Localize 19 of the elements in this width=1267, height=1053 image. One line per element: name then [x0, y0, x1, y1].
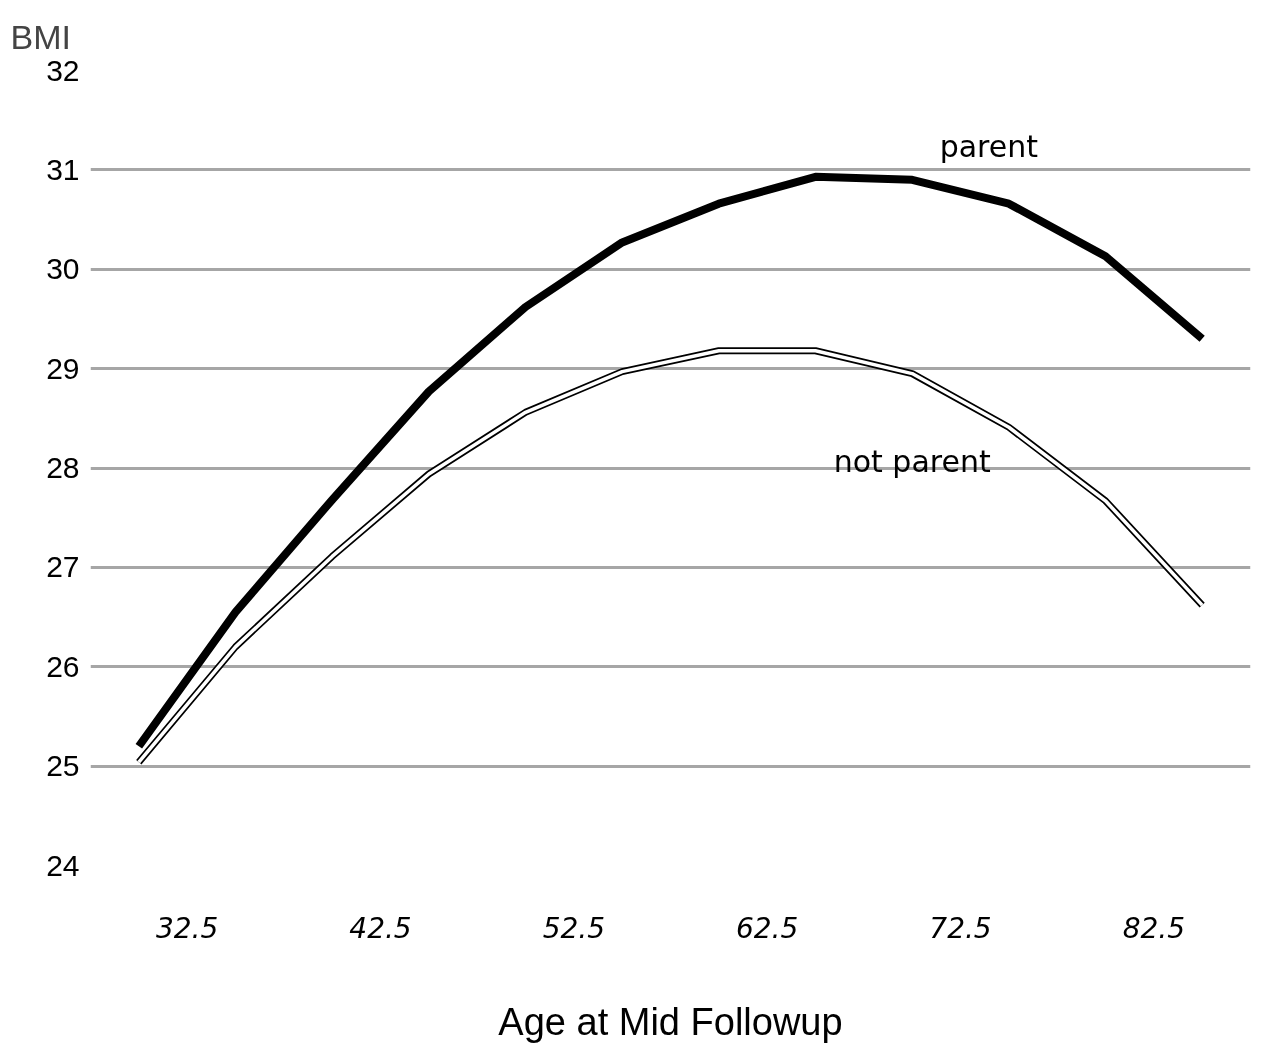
x-tick-label: 42.5: [349, 911, 412, 945]
y-tick-label: 32: [46, 53, 80, 87]
x-tick-label: 32.5: [155, 911, 219, 945]
y-tick-label: 28: [46, 451, 80, 484]
series-label: parent: [939, 128, 1039, 164]
x-tick-label: 82.5: [1122, 911, 1186, 945]
y-tick-label: 26: [46, 649, 80, 683]
y-tick-label: 29: [46, 351, 80, 385]
y-tick-label: 31: [46, 152, 80, 186]
y-tick-label: 24: [46, 848, 80, 882]
x-axis-title: Age at Mid Followup: [498, 1000, 843, 1043]
x-tick-label: 62.5: [735, 911, 799, 945]
y-axis-title: BMI: [10, 17, 71, 56]
y-tick-label: 27: [46, 550, 80, 584]
series-label: not parent: [833, 443, 991, 479]
x-tick-label: 52.5: [542, 911, 606, 945]
y-tick-label: 30: [46, 252, 80, 286]
x-tick-label: 72.5: [929, 911, 992, 945]
y-tick-label: 25: [46, 749, 80, 783]
